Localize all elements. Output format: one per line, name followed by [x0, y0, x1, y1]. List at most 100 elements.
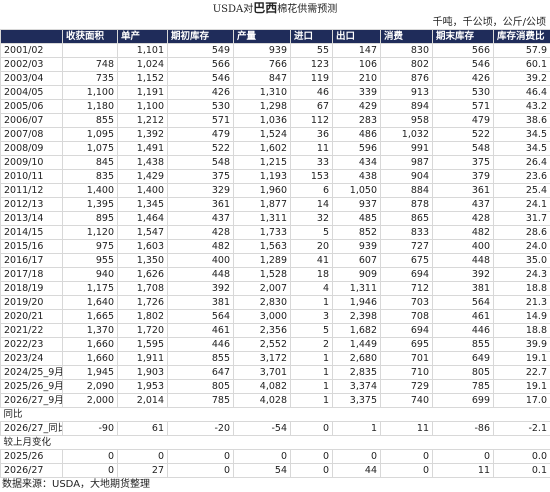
cell: 0.0 [494, 450, 550, 464]
cell: 361 [168, 198, 234, 212]
cell: 675 [381, 254, 433, 268]
cell: 0 [291, 464, 333, 478]
cell: 22.7 [494, 366, 550, 380]
cell: 1,720 [118, 324, 168, 338]
row-label: 2011/12 [1, 184, 63, 198]
cell: 1,660 [63, 338, 118, 352]
cell: 3,172 [234, 352, 291, 366]
cell: 694 [381, 268, 433, 282]
row-label: 2023/24 [1, 352, 63, 366]
cell: 1,602 [234, 142, 291, 156]
cell: 708 [381, 310, 433, 324]
cell: 835 [63, 170, 118, 184]
cell: 1,449 [333, 338, 381, 352]
cell: 2,552 [234, 338, 291, 352]
cell: 19.1 [494, 380, 550, 394]
cell: 11 [381, 422, 433, 436]
cell: 0.1 [494, 464, 550, 478]
cell: 1,438 [118, 156, 168, 170]
cell: 703 [381, 296, 433, 310]
cell: 805 [433, 366, 494, 380]
cell: 855 [63, 114, 118, 128]
cell: 4 [291, 282, 333, 296]
cell: 1,640 [63, 296, 118, 310]
cell: 361 [433, 184, 494, 198]
title: USDA对巴西棉花供需预测 [0, 0, 550, 16]
cell: 1,953 [118, 380, 168, 394]
cell: 1,345 [118, 198, 168, 212]
cell: 852 [333, 226, 381, 240]
cell: 647 [168, 366, 234, 380]
cell: 375 [433, 156, 494, 170]
row-label: 2022/23 [1, 338, 63, 352]
section-row: 较上月变化 [1, 436, 550, 450]
cell: 522 [433, 128, 494, 142]
cell: 18.8 [494, 324, 550, 338]
cell: -20 [168, 422, 234, 436]
cell: 1,682 [333, 324, 381, 338]
cell: 2 [291, 338, 333, 352]
cell: 46 [291, 86, 333, 100]
header-row: 收获面积单产期初库存产量进口出口消费期末库存库存消费比 [1, 30, 550, 44]
cell: 123 [291, 58, 333, 72]
cell: 1,075 [63, 142, 118, 156]
cell: 740 [381, 394, 433, 408]
cell: 802 [381, 58, 433, 72]
cell: 1 [291, 296, 333, 310]
cell: 35.0 [494, 254, 550, 268]
cell: 106 [333, 58, 381, 72]
cell: 3,375 [333, 394, 381, 408]
cell: -54 [234, 422, 291, 436]
row-label: 2025/26 [1, 450, 63, 464]
cell: 428 [433, 212, 494, 226]
cell: 41 [291, 254, 333, 268]
cell: 0 [291, 450, 333, 464]
cell: 1,400 [63, 184, 118, 198]
cell: 153 [291, 170, 333, 184]
header-cell: 产量 [234, 30, 291, 44]
cell: 479 [168, 128, 234, 142]
cell: 0 [63, 450, 118, 464]
cell: 2,830 [234, 296, 291, 310]
cell: 1,464 [118, 212, 168, 226]
row-label: 2018/19 [1, 282, 63, 296]
cell: 1,945 [63, 366, 118, 380]
cell: 17.0 [494, 394, 550, 408]
cell: 1,626 [118, 268, 168, 282]
cell: 1,180 [63, 100, 118, 114]
cell: 909 [333, 268, 381, 282]
section-label: 较上月变化 [1, 436, 550, 450]
cell: 3,374 [333, 380, 381, 394]
row-label: 2026/27_9月 [1, 394, 63, 408]
cell: 1,528 [234, 268, 291, 282]
cell: 884 [381, 184, 433, 198]
cell: 28.6 [494, 226, 550, 240]
row-label: 2025/26_9月 [1, 380, 63, 394]
cell: 0 [234, 450, 291, 464]
cell: 43.2 [494, 100, 550, 114]
cell: 748 [63, 58, 118, 72]
cell: 1,733 [234, 226, 291, 240]
section-row: 同比 [1, 408, 550, 422]
cell: 975 [63, 240, 118, 254]
cell: 446 [168, 338, 234, 352]
cell: 1 [291, 352, 333, 366]
cell: 1,101 [118, 44, 168, 58]
title-highlight: 巴西 [253, 1, 277, 15]
cell: 530 [433, 86, 494, 100]
row-label: 2010/11 [1, 170, 63, 184]
cell: 607 [333, 254, 381, 268]
cell: 2,014 [118, 394, 168, 408]
cell: 34.5 [494, 142, 550, 156]
cell: 1,193 [234, 170, 291, 184]
cell: 649 [433, 352, 494, 366]
cell: 1 [333, 422, 381, 436]
cell: 895 [63, 212, 118, 226]
cell: 1,298 [234, 100, 291, 114]
cell: -2.1 [494, 422, 550, 436]
